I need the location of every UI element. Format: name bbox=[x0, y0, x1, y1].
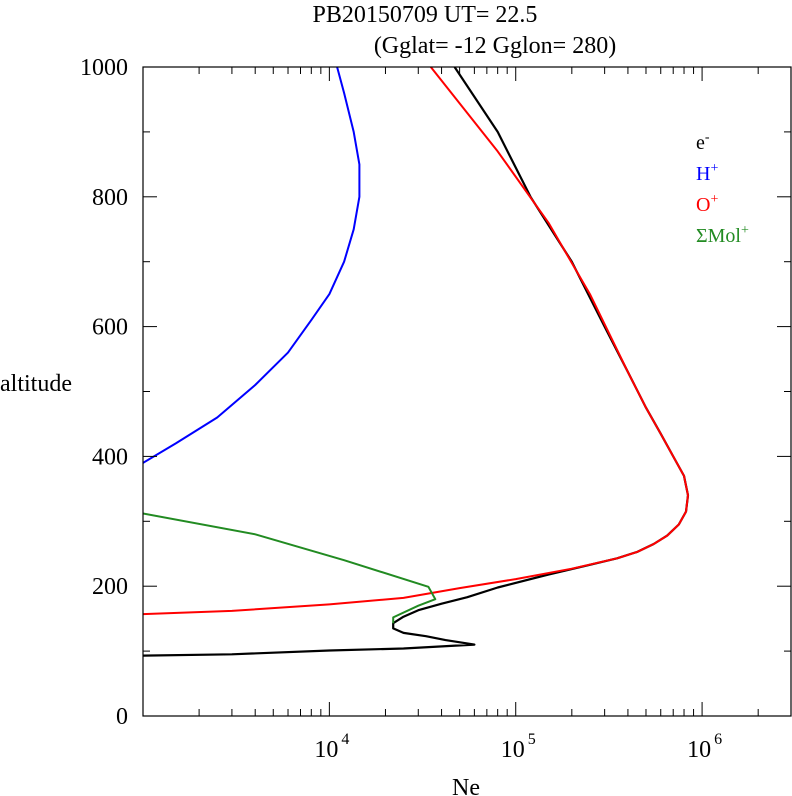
legend-entry: e- bbox=[696, 130, 710, 154]
series-line-0 bbox=[143, 67, 690, 657]
data-curves bbox=[143, 67, 690, 657]
series-line-2 bbox=[143, 67, 689, 616]
x-tick-labels: 10 4 10 5 10 6 bbox=[314, 731, 722, 763]
y-tick-label: 0 bbox=[116, 704, 128, 730]
y-tick-label: 800 bbox=[92, 185, 128, 211]
series-line-3 bbox=[143, 512, 437, 624]
y-axis-label: altitude bbox=[0, 371, 72, 397]
series-line-1 bbox=[143, 67, 361, 464]
chart-title-line-1: PB20150709 UT= 22.5 bbox=[313, 2, 538, 28]
y-tick-label: 1000 bbox=[80, 55, 128, 81]
y-tick-label: 400 bbox=[92, 444, 128, 470]
axis-ticks bbox=[142, 66, 792, 717]
plot-frame bbox=[142, 66, 792, 717]
x-tick-exponent: 4 bbox=[341, 731, 349, 748]
y-tick-label: 200 bbox=[92, 574, 128, 600]
x-axis-label: Ne bbox=[452, 775, 480, 796]
x-tick-label: 10 bbox=[687, 737, 711, 763]
x-tick-exponent: 5 bbox=[528, 731, 536, 748]
x-tick-exponent: 6 bbox=[714, 731, 722, 748]
legend-entry: ΣMol+ bbox=[696, 223, 749, 247]
x-tick-label: 10 bbox=[501, 737, 525, 763]
chart-title-line-2: (Gglat= -12 Gglon= 280) bbox=[374, 33, 616, 59]
y-tick-label: 600 bbox=[92, 315, 128, 341]
legend-entry: O+ bbox=[696, 192, 718, 216]
legend: e- H+ O+ ΣMol+ bbox=[696, 130, 749, 247]
x-tick-label: 10 bbox=[314, 737, 338, 763]
y-tick-labels: 0 200 400 600 800 1000 bbox=[80, 55, 128, 730]
legend-entry: H+ bbox=[696, 161, 718, 185]
